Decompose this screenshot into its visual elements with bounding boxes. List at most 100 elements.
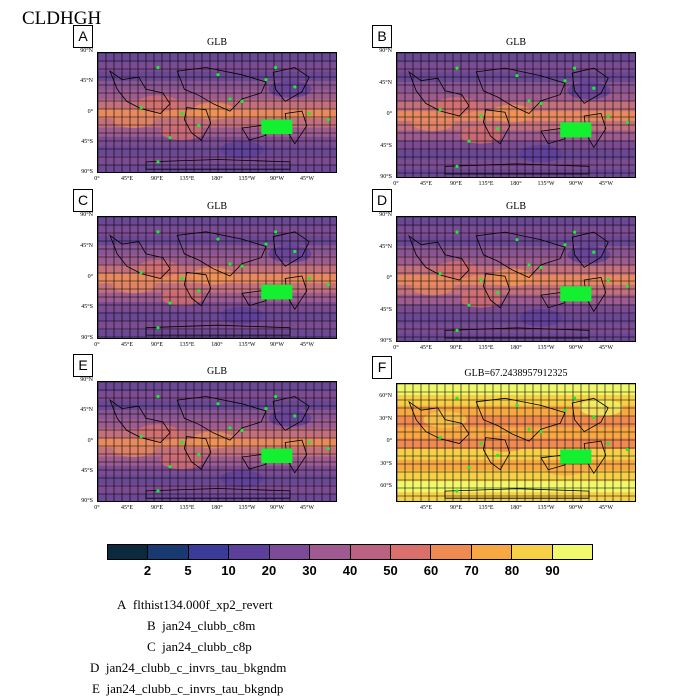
colorbar-swatch: [552, 545, 593, 559]
colorbar: [107, 544, 593, 560]
colorbar-level-label: 80: [504, 563, 520, 578]
cloud-map: [97, 52, 337, 173]
legend-item: B jan24_clubb_c8m: [147, 618, 256, 633]
lon-tick-label: 90°E: [449, 181, 463, 187]
lon-tick-label: 90°E: [449, 345, 463, 351]
colorbar-level-label: 2: [143, 563, 152, 578]
lat-tick-label: 0°: [87, 273, 93, 280]
lat-tick-label: 0°: [386, 275, 392, 281]
lat-tick-label: 0°: [386, 111, 392, 117]
lon-tick-label: 45°E: [120, 176, 134, 182]
lon-tick-label: 0°: [94, 505, 100, 511]
lat-tick-label: 45°N: [80, 78, 93, 85]
page-title: CLDHGH: [22, 8, 102, 29]
lon-tick-label: 45°W: [598, 505, 614, 511]
legend-item: D jan24_clubb_c_invrs_tau_bkgndm: [90, 660, 287, 675]
lon-tick-label: 180°: [510, 181, 522, 187]
lon-tick-label: 45°E: [120, 342, 134, 348]
lon-tick-label: 135°W: [537, 505, 555, 511]
lon-tick-label: 0°: [94, 176, 100, 182]
lon-tick-label: 90°W: [269, 342, 285, 348]
lat-tick-label: 45°S: [380, 306, 392, 313]
lat-tick-label: 0°: [87, 108, 93, 115]
colorbar-level-label: 50: [383, 563, 398, 578]
lat-tick-label: 0°: [386, 438, 392, 444]
panel-label: C: [73, 189, 93, 212]
lon-tick-label: 45°W: [299, 176, 315, 182]
lon-tick-label: 45°W: [299, 342, 315, 348]
lon-tick-label: 180°: [211, 505, 223, 511]
lon-tick-label: 45°W: [299, 505, 315, 511]
lon-tick-label: 135°W: [537, 345, 555, 351]
cloud-map: [396, 52, 636, 178]
lon-tick-label: 135°E: [478, 505, 494, 511]
panel-title: GLB: [207, 201, 227, 212]
lon-tick-label: 90°E: [449, 505, 463, 511]
colorbar-level-label: 30: [302, 563, 317, 578]
lat-tick-label: 90°S: [380, 338, 392, 344]
panel-title: GLB: [207, 366, 227, 377]
colorbar-swatch: [229, 545, 270, 559]
lat-tick-label: 45°N: [379, 243, 392, 250]
lat-tick-label: 90°N: [379, 212, 392, 218]
legend-item: A flthist134.000f_xp2_revert: [117, 597, 273, 612]
panel-title: GLB: [506, 37, 526, 48]
difference-map: [396, 383, 636, 502]
lon-tick-label: 90°W: [568, 505, 584, 511]
lon-tick-label: 135°W: [537, 181, 555, 187]
lon-tick-label: 90°W: [568, 181, 584, 187]
lon-tick-label: 135°W: [238, 342, 256, 348]
lat-tick-label: 45°S: [380, 142, 392, 149]
lon-tick-label: 45°W: [598, 345, 614, 351]
legend-item: E jan24_clubb_c_invrs_tau_bkgndp: [92, 681, 284, 696]
lon-tick-label: 90°E: [150, 176, 164, 182]
lon-tick-label: 45°W: [598, 181, 614, 187]
lat-tick-label: 60°S: [380, 483, 392, 489]
lat-tick-label: 30°N: [379, 415, 392, 422]
lon-tick-label: 0°: [94, 342, 100, 348]
lat-tick-label: 90°S: [81, 335, 93, 341]
lat-tick-label: 90°N: [80, 48, 93, 54]
panel-label: F: [372, 356, 392, 379]
lat-tick-label: 90°S: [81, 169, 93, 175]
colorbar-swatch: [471, 545, 513, 559]
colorbar-swatch: [188, 545, 230, 559]
colorbar-level-label: 10: [221, 563, 236, 578]
legend-item: C jan24_clubb_c8p: [147, 639, 252, 654]
panel-title: GLB: [207, 37, 227, 48]
colorbar-level-label: 60: [423, 563, 439, 578]
lon-tick-label: 135°E: [179, 342, 195, 348]
lat-tick-label: 45°S: [81, 138, 93, 145]
lat-tick-label: 60°N: [379, 393, 392, 399]
colorbar-swatch: [310, 545, 351, 559]
lon-tick-label: 90°E: [150, 342, 164, 348]
lon-tick-label: 90°W: [568, 345, 584, 351]
lon-tick-label: 135°E: [478, 345, 494, 351]
lon-tick-label: 135°W: [238, 176, 256, 182]
colorbar-level-label: 20: [261, 563, 277, 578]
panel-label: E: [73, 354, 93, 377]
lon-tick-label: 135°E: [179, 176, 195, 182]
lon-tick-label: 180°: [510, 505, 522, 511]
cloud-map: [97, 216, 337, 339]
lat-tick-label: 30°S: [380, 460, 392, 467]
lat-tick-label: 90°N: [80, 212, 93, 218]
lat-tick-label: 45°S: [81, 467, 93, 474]
lat-tick-label: 45°N: [80, 407, 93, 414]
lon-tick-label: 90°W: [269, 505, 285, 511]
lon-tick-label: 45°E: [419, 505, 433, 511]
colorbar-level-label: 40: [342, 563, 358, 578]
colorbar-swatch: [350, 545, 391, 559]
panel-title: GLB=67.2438957912325: [464, 368, 568, 379]
lon-tick-label: 135°W: [238, 505, 256, 511]
lon-tick-label: 135°E: [478, 181, 494, 187]
colorbar-swatch: [390, 545, 432, 559]
lon-tick-label: 90°E: [150, 505, 164, 511]
lon-tick-label: 45°E: [419, 181, 433, 187]
lat-tick-label: 90°N: [379, 48, 392, 54]
lon-tick-label: 45°E: [419, 345, 433, 351]
lat-tick-label: 90°S: [380, 174, 392, 180]
colorbar-level-label: 5: [184, 563, 192, 578]
panel-label: D: [372, 189, 392, 212]
lat-tick-label: 45°N: [379, 79, 392, 86]
